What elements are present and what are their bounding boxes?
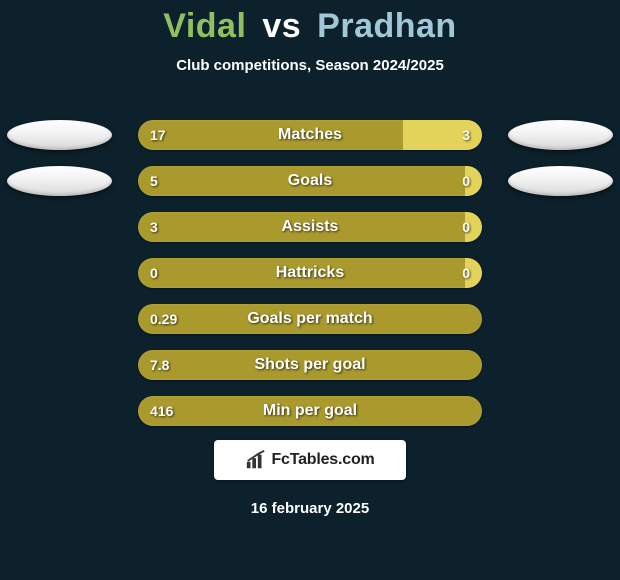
stat-value-right: 3 <box>462 120 470 150</box>
stat-row: 0.29Goals per match <box>0 304 620 334</box>
stat-rows: 173Matches50Goals30Assists00Hattricks0.2… <box>0 120 620 442</box>
watermark: FcTables.com <box>214 440 406 480</box>
stat-value-left: 0 <box>150 258 158 288</box>
stat-label: Min per goal <box>138 396 482 426</box>
stat-label: Goals per match <box>138 304 482 334</box>
comparison-title: Vidal vs Pradhan <box>0 0 620 45</box>
player1-name: Vidal <box>163 7 246 45</box>
stat-row: 173Matches <box>0 120 620 150</box>
stat-value-left: 7.8 <box>150 350 169 380</box>
player2-name: Pradhan <box>317 7 457 45</box>
stat-value-left: 0.29 <box>150 304 177 334</box>
stat-bar: 0.29Goals per match <box>138 304 482 334</box>
stat-value-left: 17 <box>150 120 166 150</box>
stat-value-left: 416 <box>150 396 173 426</box>
stat-label: Hattricks <box>138 258 482 288</box>
stat-row: 5 0Goals <box>0 166 620 196</box>
watermark-chart-icon <box>245 449 267 471</box>
watermark-text: FcTables.com <box>271 451 374 469</box>
stat-label: Assists <box>138 212 482 242</box>
stat-bar-right-segment <box>403 120 482 150</box>
stat-label: Shots per goal <box>138 350 482 380</box>
stat-bar: 7.8Shots per goal <box>138 350 482 380</box>
stat-row: 0 0Hattricks <box>0 258 620 288</box>
stat-value-left: 5 <box>150 166 158 196</box>
stat-row: 7.8Shots per goal <box>0 350 620 380</box>
stat-value-right: 0 <box>462 258 470 288</box>
title-vs: vs <box>262 7 301 45</box>
player1-avatar <box>7 120 112 150</box>
stat-row: 3 0Assists <box>0 212 620 242</box>
stat-value-right: 0 <box>462 212 470 242</box>
stat-bar: 416Min per goal <box>138 396 482 426</box>
stat-bar: 5 0Goals <box>138 166 482 196</box>
stat-bar: 173Matches <box>138 120 482 150</box>
subtitle: Club competitions, Season 2024/2025 <box>0 57 620 74</box>
player1-avatar <box>7 166 112 196</box>
stat-value-right: 0 <box>462 166 470 196</box>
stat-label: Goals <box>138 166 482 196</box>
player2-avatar <box>508 120 613 150</box>
stat-bar: 0 0Hattricks <box>138 258 482 288</box>
stat-value-left: 3 <box>150 212 158 242</box>
infographic-date: 16 february 2025 <box>0 500 620 517</box>
stat-bar: 3 0Assists <box>138 212 482 242</box>
player2-avatar <box>508 166 613 196</box>
stat-row: 416Min per goal <box>0 396 620 426</box>
